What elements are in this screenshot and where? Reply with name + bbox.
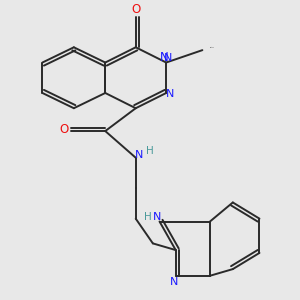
Text: N: N [166,89,175,99]
Text: N: N [135,150,143,160]
Text: O: O [131,3,140,16]
Text: H: H [144,212,152,222]
Text: N: N [170,277,178,287]
Text: H: H [146,146,154,156]
Text: methyl: methyl [210,47,215,49]
Text: N: N [164,53,173,63]
Text: O: O [59,123,68,136]
Text: N: N [152,212,161,222]
Text: N: N [160,51,168,64]
